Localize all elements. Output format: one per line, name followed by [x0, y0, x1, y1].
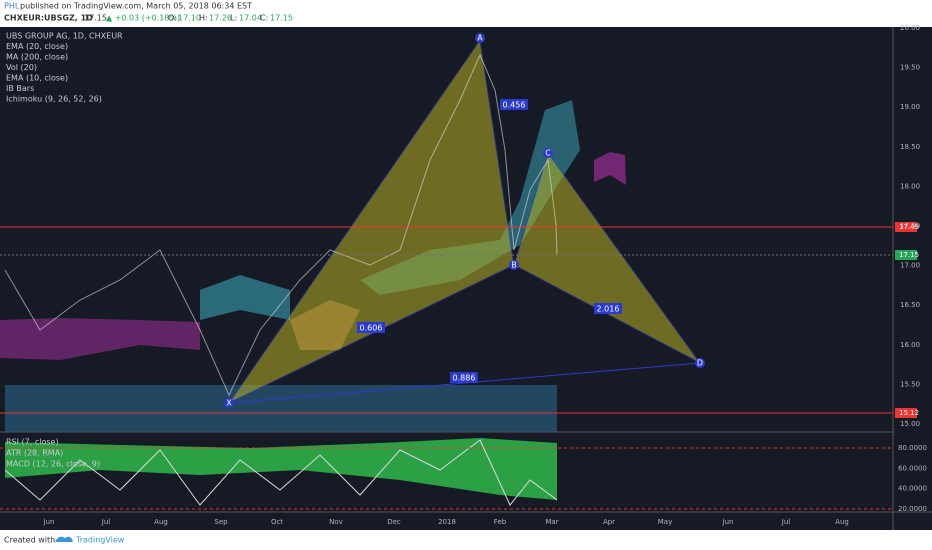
legend-entry: Ichimoku (9, 26, 52, 26) — [6, 95, 102, 104]
ichimoku-cloud — [200, 275, 290, 320]
point-label: X — [226, 399, 232, 408]
ratio-label: 0.886 — [453, 374, 476, 383]
point-marker — [475, 33, 485, 43]
price-tick-label: 18.00 — [900, 182, 920, 190]
price-tick-label: 18.50 — [900, 143, 920, 151]
time-tick-label: Sep — [214, 518, 228, 526]
rsi-line — [4, 439, 558, 506]
close: 17.15 — [270, 14, 293, 23]
ratio-box — [500, 99, 528, 110]
point-marker — [509, 260, 519, 270]
price-tick-label: 17.50 — [900, 222, 920, 230]
user[interactable]: PHL — [4, 2, 20, 11]
low-label: L: — [230, 14, 237, 23]
time-tick-label: Dec — [387, 518, 401, 526]
brand-logo — [55, 536, 73, 542]
time-tick-label: Jun — [43, 518, 55, 526]
legend-entry: EMA (10, close) — [6, 74, 68, 83]
point-marker — [224, 398, 234, 408]
point-marker — [695, 358, 705, 368]
ratio-box — [450, 372, 478, 383]
price-tick-label: 16.50 — [900, 301, 920, 309]
lower-tick-label: 40.0000 — [898, 485, 927, 493]
lower-legend-entry: ATR (28, RMA) — [6, 449, 63, 458]
time-tick-label: Aug — [835, 518, 849, 526]
change: ▲ +0.03 (+0.18%) — [106, 14, 180, 23]
point-label: D — [697, 359, 703, 368]
time-tick-label: Jun — [722, 518, 734, 526]
legend-entry: MA (200, close) — [6, 53, 68, 62]
point-label: B — [511, 261, 517, 270]
time-tick-label: Nov — [329, 518, 343, 526]
price-marker: 15.12 — [899, 409, 919, 417]
price-tick-label: 16.00 — [900, 341, 920, 349]
symbol: CHXEUR:UBSGZ, 1D — [4, 14, 93, 23]
pattern-xab — [227, 38, 515, 405]
open: 17.10 — [178, 14, 201, 23]
time-tick-label: Oct — [271, 518, 283, 526]
close-label: C: — [260, 14, 268, 23]
price-marker-box — [895, 408, 917, 418]
ichimoku-cloud — [0, 318, 200, 360]
high: 17.26 — [209, 14, 232, 23]
price-tick-label: 15.00 — [900, 420, 920, 428]
published: published on TradingView.com, March 05, … — [20, 2, 252, 11]
point-label: C — [545, 149, 551, 158]
ratio-label: 2.016 — [597, 305, 620, 314]
time-tick-label: Jul — [101, 518, 111, 526]
time-tick-label: Feb — [494, 518, 507, 526]
ratio-box — [357, 322, 385, 333]
atr-area — [5, 438, 557, 500]
footer-created: Created with — [4, 536, 55, 545]
time-tick-label: May — [658, 518, 672, 526]
lower-tick-label: 20.0000 — [898, 505, 927, 513]
high-label: H: — [199, 14, 208, 23]
price-tick-label: 20.00 — [900, 24, 920, 32]
price-tick-label: 19.00 — [900, 103, 920, 111]
footer-brand[interactable]: TradingView — [75, 536, 125, 545]
lower-legend-entry: RSI (7, close) — [6, 438, 59, 447]
open-label: O: — [168, 14, 177, 23]
legend-entry: Vol (20) — [6, 63, 37, 72]
lower-tick-label: 60.0000 — [898, 464, 927, 472]
ratio-label: 0.456 — [503, 101, 526, 110]
last-price: 17.15 — [84, 14, 107, 23]
low: 17.04 — [239, 14, 262, 23]
price-marker: 17.49 — [899, 223, 919, 231]
time-tick-label: Jul — [781, 518, 791, 526]
ichimoku-cloud — [594, 152, 626, 185]
legend-entry: IB Bars — [6, 84, 34, 93]
ratios: 0.456 0.606 2.016 0.886 — [357, 99, 622, 383]
price-tick-label: 19.50 — [900, 64, 920, 72]
price-line — [4, 53, 558, 397]
ratio-label: 0.606 — [360, 324, 383, 333]
time-tick-label: Mar — [545, 518, 558, 526]
ratio-box — [594, 303, 622, 314]
lower-tick-label: 80.0000 — [898, 444, 927, 452]
price-tick-label: 15.50 — [900, 380, 920, 388]
pattern-points: A C B X D — [224, 33, 705, 408]
legend-entry: EMA (20, close) — [6, 42, 68, 51]
lower-legend-entry: MACD (12, 26, close, 9) — [6, 460, 100, 469]
price-marker-box — [895, 250, 917, 260]
volume-area — [5, 385, 557, 432]
price-marker-box — [895, 222, 917, 232]
time-tick-label: Apr — [603, 518, 615, 526]
time-tick-label: 2018 — [438, 518, 456, 526]
price-tick-label: 17.00 — [900, 262, 920, 270]
point-marker — [543, 148, 553, 158]
legend-entry: UBS GROUP AG, 1D, CHXEUR — [6, 32, 123, 41]
point-label: A — [477, 34, 483, 43]
price-marker: 17.15 — [899, 251, 919, 259]
time-tick-label: Aug — [154, 518, 168, 526]
